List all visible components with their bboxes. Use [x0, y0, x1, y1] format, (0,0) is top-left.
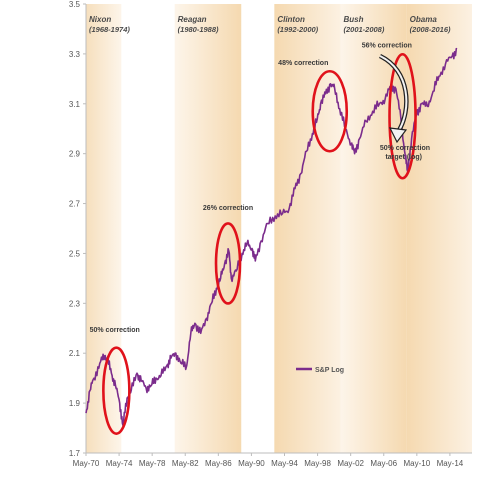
correction-label: 26% correction	[203, 205, 253, 212]
correction-arrow-icon	[378, 53, 409, 144]
y-tick-label: 3.5	[69, 0, 81, 9]
era-years-bush: (2001-2008)	[343, 25, 384, 34]
era-label-obama: Obama	[410, 15, 438, 24]
x-tick-label: May-78	[139, 459, 166, 468]
x-tick-label: May-94	[271, 459, 298, 468]
target-annotation-line1: 50% correction	[380, 145, 430, 152]
correction-circle	[102, 346, 131, 435]
y-tick-label: 3.1	[69, 100, 81, 109]
correction-label: 56% correction	[362, 43, 412, 50]
y-tick-label: 2.3	[69, 299, 81, 308]
x-axis-ticks: May-70 May-74 May-78 May-82 May-86 May-90 May-…	[73, 453, 464, 468]
correction-annotations: 50% correction 26% correction 48% correcti…	[90, 43, 412, 334]
era-years-nixon: (1968-1974)	[89, 25, 130, 34]
correction-circle	[214, 222, 242, 305]
era-years-clinton: (1992-2000)	[277, 25, 318, 34]
y-tick-label: 2.9	[69, 150, 81, 159]
y-tick-label: 2.7	[69, 200, 81, 209]
x-tick-label: May-02	[337, 459, 364, 468]
era-label-nixon: Nixon	[89, 15, 111, 24]
x-tick-label: May-10	[403, 459, 430, 468]
correction-circles	[102, 52, 417, 435]
y-tick-label: 3.3	[69, 50, 81, 59]
y-tick-label: 2.5	[69, 249, 81, 258]
band-bush	[340, 4, 407, 453]
correction-label: 48% correction	[278, 60, 328, 67]
band-obama	[406, 4, 472, 453]
target-annotation-line2: target (log)	[385, 154, 422, 161]
era-years-reagan: (1980-1988)	[178, 25, 219, 34]
y-axis-ticks: 1.7 1.9 2.1 2.3 2.5 2.7 2.9 3.1 3.3 3.5	[69, 0, 86, 458]
y-tick-label: 1.7	[69, 449, 81, 458]
legend-label: S&P Log	[315, 367, 344, 374]
x-tick-label: May-70	[73, 459, 100, 468]
x-tick-label: May-98	[304, 459, 331, 468]
legend: S&P Log	[296, 367, 344, 374]
x-tick-label: May-86	[205, 459, 232, 468]
sp-log-series-line	[85, 47, 458, 427]
x-tick-label: May-82	[172, 459, 199, 468]
x-tick-label: May-74	[106, 459, 133, 468]
y-tick-label: 2.1	[69, 349, 81, 358]
presidential-term-bands	[86, 4, 472, 453]
era-label-bush: Bush	[343, 15, 363, 24]
band-reagan	[174, 4, 242, 453]
era-label-reagan: Reagan	[178, 15, 207, 24]
x-tick-label: May-14	[437, 459, 464, 468]
era-labels: Nixon(1968-1974) Reagan(1980-1988) Clinton…	[89, 15, 451, 34]
era-years-obama: (2008-2016)	[410, 25, 451, 34]
correction-circle	[388, 52, 417, 180]
y-tick-label: 1.9	[69, 399, 81, 408]
plot-frame	[85, 4, 472, 454]
era-label-clinton: Clinton	[277, 15, 305, 24]
band-clinton	[274, 4, 341, 453]
correction-circle	[311, 69, 349, 153]
x-tick-label: May-90	[238, 459, 265, 468]
x-tick-label: May-06	[370, 459, 397, 468]
correction-label: 50% correction	[90, 327, 140, 334]
